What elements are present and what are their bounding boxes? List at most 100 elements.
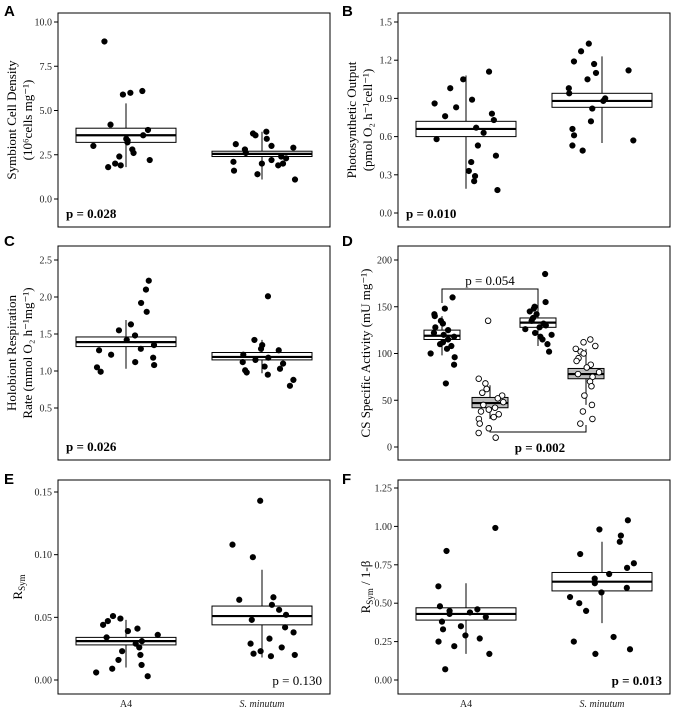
- panel-d-data-point: [573, 357, 580, 365]
- panel-e-pvalue: p = 0.130: [272, 673, 322, 688]
- panel-f-data-point: [624, 517, 631, 524]
- panel-b-data-point: [494, 186, 501, 194]
- panel-d-ytick-label: 150: [377, 302, 392, 313]
- panel-a-frame: [57, 12, 331, 228]
- panel-a-data-point: [268, 142, 275, 149]
- panel-f-data-point: [492, 524, 499, 532]
- panel-b-ytick-label: 0.6: [380, 132, 393, 143]
- panel-b-data-point: [570, 58, 578, 65]
- panel-d-data-point: [440, 331, 447, 338]
- panel-b-data-point: [592, 69, 600, 77]
- panel-a-data-point: [232, 141, 239, 148]
- panel-d-data-point: [451, 333, 458, 340]
- panel-f-data-point: [466, 609, 474, 616]
- panel-d-data-point: [476, 420, 483, 427]
- panel-b-data-point: [630, 137, 637, 144]
- panel-d-frame: [397, 245, 671, 461]
- panel-c-ylabel-line1: Holobiont Respiration: [4, 295, 19, 411]
- panel-e-ylabel-sub: Sym: [17, 574, 27, 591]
- panel-c-frame: [57, 245, 331, 461]
- panel-d-data-point: [542, 322, 549, 329]
- panel-b-data-point: [490, 116, 497, 124]
- panel-d-data-point: [451, 354, 458, 361]
- panel-a-data-point: [90, 142, 97, 149]
- panel-d-data-point: [449, 294, 456, 301]
- panel-a-data-point: [263, 128, 270, 135]
- panel-c-data-point: [252, 356, 259, 364]
- panel-f-pvalue: p = 0.013: [612, 673, 663, 688]
- panel-a-data-point: [230, 158, 237, 165]
- panel-b-plot: 0.0 0.3 0.6 0.9 1.2 1.5: [380, 18, 653, 220]
- panel-b-data-point: [485, 68, 493, 75]
- panel-d-data-point: [577, 420, 584, 427]
- panel-c-data-point: [123, 336, 130, 344]
- panel-d-data-point: [490, 413, 497, 421]
- panel-e-data-point: [137, 651, 144, 659]
- panel-b-data-point: [579, 147, 586, 154]
- panel-c-data-point: [132, 359, 139, 366]
- panel-f-data-point: [576, 600, 583, 607]
- panel-a-data-point: [124, 139, 131, 146]
- panel-b-pvalue: p = 0.010: [406, 206, 456, 221]
- panel-e-data-point: [282, 611, 290, 618]
- panel-a-data-point: [119, 91, 127, 98]
- panel-f-data-point: [598, 589, 605, 596]
- panel-e-data-point: [132, 640, 139, 647]
- panel-e-ylabel-main: R: [10, 591, 25, 600]
- panel-c-data-point: [145, 277, 152, 284]
- panel-b-data-point: [471, 178, 478, 185]
- panel-d-data-point: [572, 345, 580, 353]
- panel-b-data-point: [565, 85, 572, 92]
- panel-a-data-point: [258, 160, 265, 167]
- panel-f-xtick-a4: A4: [460, 699, 472, 710]
- panel-e-data-point: [267, 653, 275, 660]
- panel-b-data-point: [569, 142, 576, 149]
- panel-f-data-point: [583, 607, 590, 614]
- panel-a-data-point: [252, 132, 259, 139]
- panel-f-ylabel: RSym / 1-β: [358, 560, 375, 613]
- panel-c-data-point: [142, 286, 150, 293]
- panel-a-data-point: [130, 149, 137, 157]
- panel-d-data-point: [431, 313, 438, 320]
- panel-d-data-point: [475, 375, 482, 382]
- panel-d-data-point: [545, 348, 553, 355]
- panel-d-data-point: [581, 392, 588, 399]
- panel-c-data-point: [131, 332, 139, 339]
- panel-d-data-point: [587, 336, 594, 343]
- panel-a-ytick-label: 5.0: [40, 106, 53, 117]
- panel-d-data-point: [479, 389, 486, 397]
- panel-d-data-point: [448, 342, 455, 350]
- panel-b-frame: [397, 12, 671, 228]
- panel-d-data-point: [443, 345, 451, 352]
- panel-c-ytick-label: 2.0: [40, 293, 53, 304]
- panel-d-data-point: [441, 305, 448, 312]
- panel-d-data-point: [450, 361, 458, 368]
- panel-c-ylabel-line2: Rate (mmol O₂ h⁻¹mg⁻¹): [20, 287, 35, 418]
- panel-c-data-point: [243, 369, 250, 376]
- panel-d-data-point: [444, 336, 452, 343]
- panel-c-data-point: [151, 361, 158, 369]
- panel-b-data-point: [460, 76, 467, 83]
- panel-e-data-point: [117, 615, 124, 622]
- panel-b-data-point: [471, 172, 479, 180]
- panel-c-data-point: [240, 351, 247, 358]
- panel-f-ytick-label: 1.25: [375, 484, 393, 495]
- panel-a-data-point: [107, 121, 114, 128]
- panel-d-data-point: [475, 429, 482, 437]
- panel-c-data-point: [115, 327, 123, 334]
- panel-d-data-point: [477, 408, 485, 415]
- panel-e-data-point: [257, 497, 264, 504]
- panel-c-data-point: [239, 359, 246, 366]
- panel-c-pvalue: p = 0.026: [66, 439, 117, 454]
- panel-a-data-point: [291, 176, 299, 183]
- panel-c-data-point: [97, 368, 104, 375]
- panel-a-plot: 0.0 2.5 5.0 7.5 10.0: [35, 18, 313, 206]
- panel-e-data-point: [119, 648, 126, 655]
- panel-d-ytick-label: 100: [377, 349, 392, 360]
- panel-a-data-point: [268, 156, 275, 164]
- panel-d-data-point: [432, 324, 439, 331]
- panel-d-data-point: [522, 326, 529, 333]
- panel-c-data-point: [251, 336, 258, 344]
- panel-b-data-point: [570, 132, 578, 139]
